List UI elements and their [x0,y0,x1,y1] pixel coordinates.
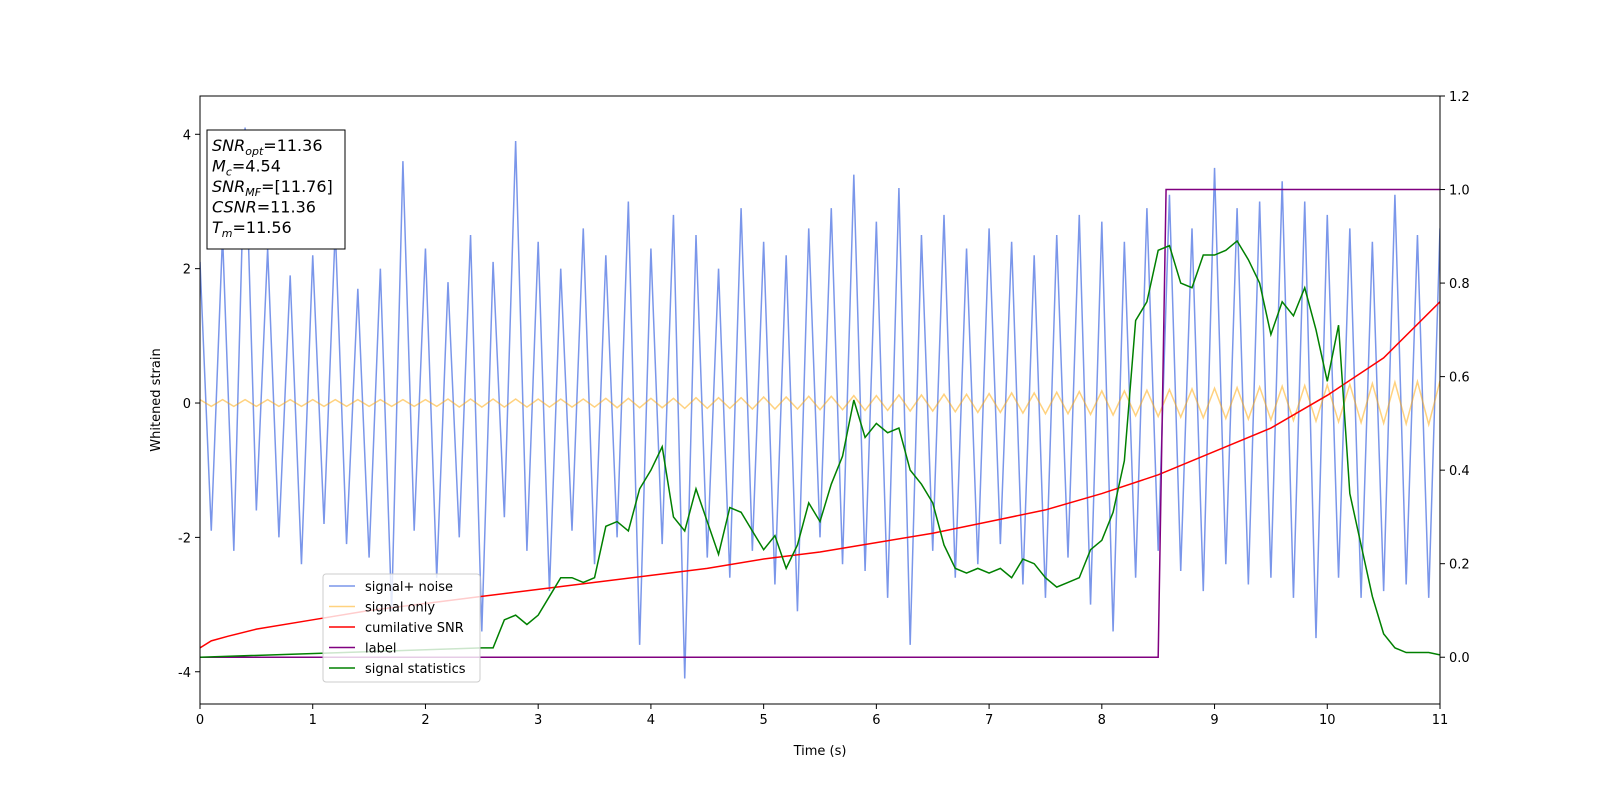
annotation-sub: MF [245,186,261,199]
y-tick-label: -4 [178,666,191,681]
annotation-var: SNR [212,177,245,196]
series-line [200,378,1440,428]
y2-tick-label: 1.0 [1449,184,1470,199]
x-tick-label: 9 [1210,713,1218,728]
x-tick-label: 8 [1098,713,1106,728]
y-tick-label: -2 [178,531,191,546]
y2-tick-label: 0.4 [1449,464,1470,479]
annotation-line: CSNR=11.36 [212,198,316,217]
x-tick-label: 0 [196,713,204,728]
plot-frame [199,95,1441,705]
annotation-var: CSNR [212,198,257,217]
annotation-eq: =11.36 [263,136,322,155]
annotation-line: Tm=11.56 [212,218,292,240]
x-tick-label: 1 [309,713,317,728]
annotation-sub: opt [245,145,264,158]
y-tick-label: 0 [183,397,191,412]
x-tick-label: 6 [872,713,880,728]
legend-label: signal statistics [365,662,466,677]
x-tick-label: 10 [1319,713,1336,728]
legend-box [322,573,481,683]
annotation-var: SNR [212,136,245,155]
annotation-line: SNRopt=11.36 [212,136,323,158]
y-tick-label: 2 [183,263,191,278]
x-tick-label: 4 [647,713,655,728]
x-axis-label: Time (s) [793,744,847,759]
y-tick-label: 4 [183,128,191,143]
annotation-eq: =11.36 [257,198,316,217]
annotation-sub: c [226,166,232,179]
x-tick-label: 3 [534,713,542,728]
annotation-var: M [212,157,226,176]
annotation-line: SNRMF=[11.76] [212,177,333,199]
y2-tick-label: 0.6 [1449,371,1470,386]
annotation-var: T [212,218,223,237]
x-tick-label: 5 [759,713,767,728]
y-axis-label: Whitened strain [149,348,164,451]
annotation-line: Mc=4.54 [212,157,281,179]
annotation-box [206,129,346,250]
series-line [200,239,1440,658]
annotation-eq: =[11.76] [261,177,333,196]
y2-tick-label: 0.2 [1449,558,1470,573]
annotation-sub: m [222,227,233,240]
legend-label: label [365,642,396,657]
legend-label: signal+ noise [365,580,453,595]
legend-label: cumilative SNR [365,621,464,636]
series-line [200,301,1440,649]
y2-tick-label: 0.8 [1449,277,1470,292]
annotation-eq: =11.56 [233,218,292,237]
x-tick-label: 11 [1432,713,1449,728]
y2-tick-label: 0.0 [1449,651,1470,666]
series-line [200,188,1440,658]
series-line [200,127,1440,679]
y2-tick-label: 1.2 [1449,90,1470,105]
annotation-eq: =4.54 [232,157,281,176]
x-tick-label: 2 [421,713,429,728]
legend-label: signal only [365,601,435,616]
x-tick-label: 7 [985,713,993,728]
